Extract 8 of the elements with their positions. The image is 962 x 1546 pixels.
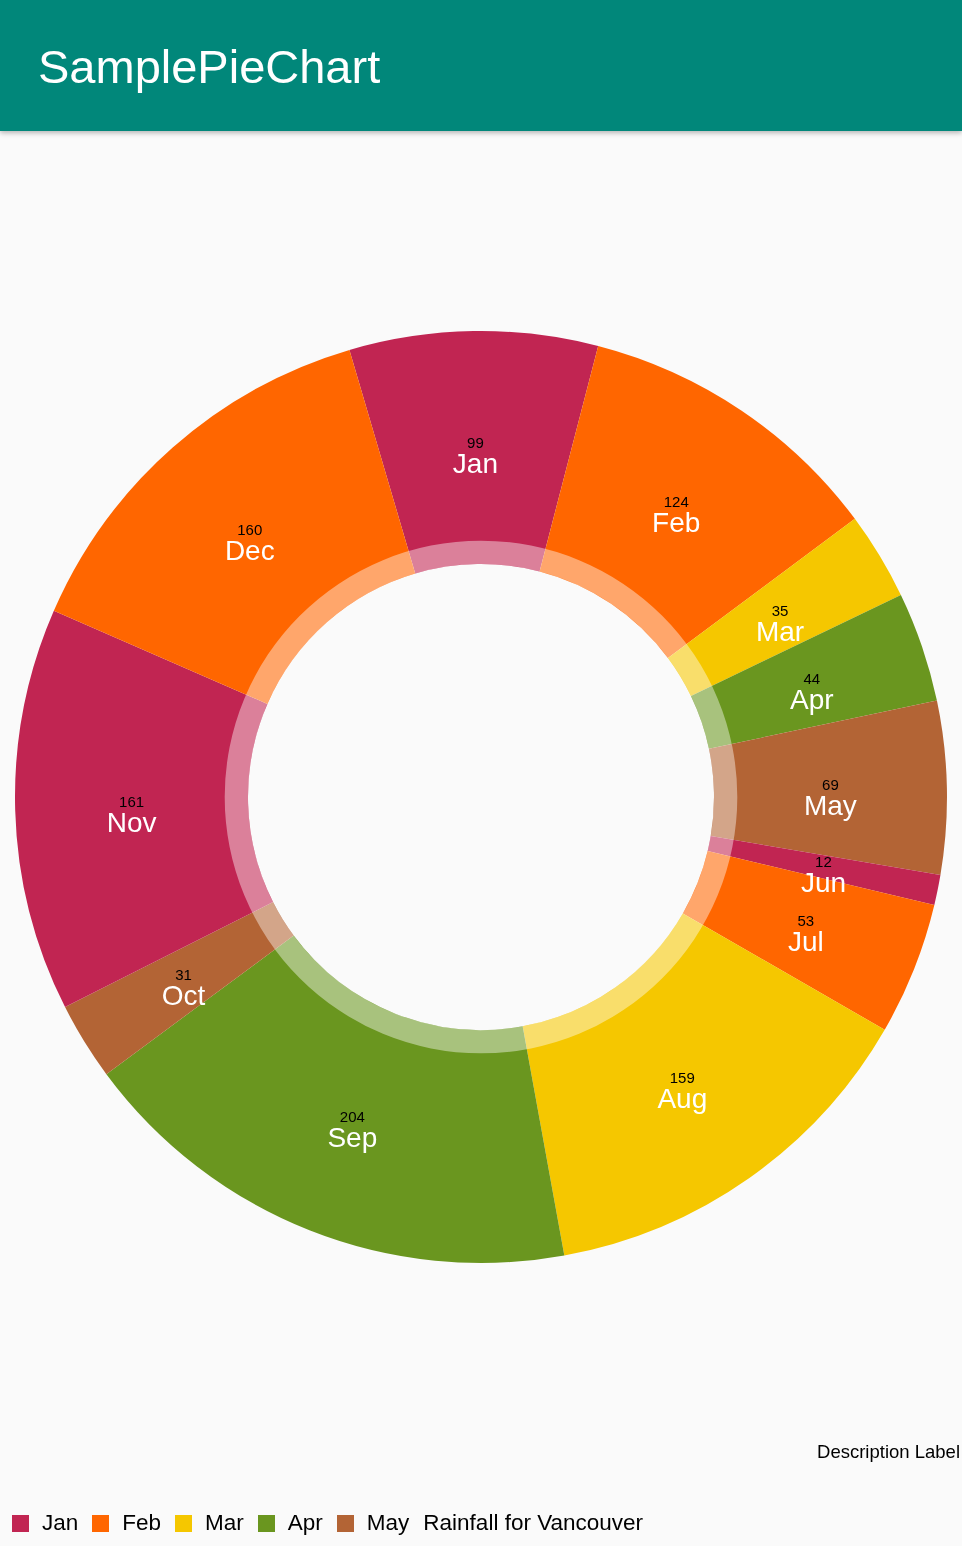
text: Description Label <box>817 1440 960 1464</box>
legend-label: Mar <box>205 1510 244 1536</box>
legend-label: Jan <box>42 1510 79 1536</box>
legend-label: Apr <box>287 1510 323 1536</box>
legend-title: Rainfall for Vancouver <box>423 1510 644 1536</box>
legend-label: Feb <box>122 1510 162 1536</box>
legend-label: May <box>366 1510 410 1536</box>
chart-title: SamplePieChart <box>38 40 381 94</box>
